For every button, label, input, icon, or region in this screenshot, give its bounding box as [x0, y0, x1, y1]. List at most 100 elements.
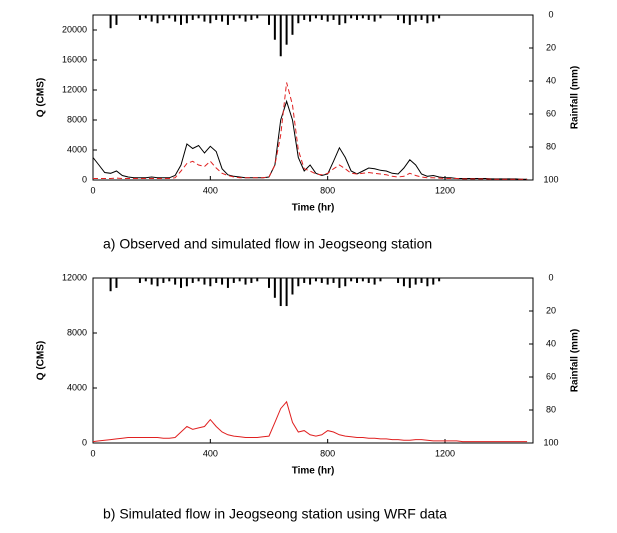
- rain-bar: [361, 278, 364, 282]
- rain-bar: [367, 15, 370, 20]
- rain-bar: [250, 15, 253, 20]
- rain-bar: [250, 278, 253, 283]
- rain-bar: [338, 278, 341, 288]
- flow-line: [93, 82, 528, 180]
- rain-bar: [314, 15, 317, 19]
- rain-bar: [150, 15, 153, 22]
- rain-bar: [191, 278, 194, 283]
- rain-bar: [180, 278, 182, 288]
- rain-bar: [350, 278, 353, 282]
- rain-bar: [268, 278, 270, 288]
- y2-tick-label: 20: [546, 42, 556, 52]
- rain-bar: [344, 278, 347, 287]
- rain-bar: [432, 15, 435, 22]
- rain-bar: [273, 15, 276, 40]
- rain-bar: [273, 278, 276, 298]
- rain-bar: [285, 278, 288, 307]
- x-tick-label: 400: [203, 185, 218, 195]
- rain-bar: [438, 278, 441, 282]
- rain-bar: [226, 15, 229, 25]
- y-tick-label: 8000: [67, 114, 87, 124]
- rain-bar: [268, 15, 270, 25]
- rain-bar: [408, 278, 411, 288]
- y-tick-label: 4000: [67, 382, 87, 392]
- x-tick-label: 1200: [435, 448, 455, 458]
- rain-bar: [432, 278, 435, 285]
- rain-bar: [162, 15, 165, 20]
- rain-bar: [426, 15, 429, 24]
- rain-bar: [356, 15, 358, 20]
- rain-bar: [338, 15, 341, 25]
- rain-bar: [221, 278, 224, 285]
- rain-bar: [203, 278, 206, 285]
- rain-bar: [350, 15, 353, 19]
- rain-bar: [144, 15, 147, 19]
- rain-bar: [344, 15, 347, 24]
- y-tick-label: 12000: [62, 84, 87, 94]
- rain-bar: [326, 278, 329, 285]
- rain-bar: [320, 278, 323, 283]
- rain-bar: [221, 15, 224, 22]
- rain-bar: [356, 278, 358, 283]
- rain-bar: [174, 15, 177, 22]
- y-axis-label: Q (CMS): [36, 78, 47, 117]
- rain-bar: [420, 15, 423, 20]
- rain-bar: [197, 278, 200, 282]
- rain-bar: [209, 15, 212, 24]
- y-tick-label: 20000: [62, 24, 87, 34]
- x-axis-label: Time (hr): [292, 466, 335, 477]
- rain-bar: [168, 278, 171, 282]
- x-axis-label: Time (hr): [292, 203, 335, 214]
- y2-tick-label: 60: [546, 108, 556, 118]
- rain-bar: [414, 15, 417, 22]
- rain-bar: [162, 278, 165, 283]
- y2-tick-label: 0: [548, 9, 553, 19]
- rain-bar: [138, 15, 141, 20]
- rain-bar: [115, 278, 118, 288]
- rain-bar: [256, 15, 259, 19]
- rain-bar: [373, 15, 376, 22]
- rain-bar: [185, 278, 188, 287]
- rain-bar: [174, 278, 177, 285]
- y-tick-label: 16000: [62, 54, 87, 64]
- rain-bar: [185, 15, 188, 24]
- rain-bar: [226, 278, 229, 288]
- rain-bar: [215, 278, 218, 283]
- rain-bar: [408, 15, 411, 25]
- rain-bar: [156, 15, 159, 24]
- rain-bar: [256, 278, 259, 282]
- rain-bar: [379, 278, 382, 282]
- rain-bar: [138, 278, 141, 283]
- y-tick-label: 4000: [67, 144, 87, 154]
- plot-frame: [92, 14, 534, 181]
- x-tick-label: 400: [203, 448, 218, 458]
- rain-bar: [203, 15, 206, 22]
- y-tick-label: 12000: [62, 272, 87, 282]
- rain-bar: [402, 15, 405, 24]
- rain-bar: [209, 278, 212, 287]
- rain-bar: [309, 278, 312, 285]
- flow-line: [92, 400, 528, 443]
- rain-bar: [397, 278, 400, 283]
- y2-tick-label: 40: [546, 338, 556, 348]
- rain-bar: [373, 278, 376, 285]
- y2-axis-label: Rainfall (mm): [570, 66, 581, 129]
- rain-bar: [156, 278, 159, 287]
- plot-frame: [92, 277, 534, 444]
- rain-bar: [197, 15, 200, 19]
- rain-bar: [379, 15, 382, 19]
- rain-bar: [180, 15, 182, 25]
- rain-bar: [326, 15, 329, 22]
- rain-bar: [397, 15, 400, 20]
- rain-bar: [144, 278, 147, 282]
- y-tick-label: 8000: [67, 327, 87, 337]
- rain-bar: [244, 278, 247, 285]
- rain-bar: [238, 15, 241, 19]
- x-tick-label: 0: [90, 185, 95, 195]
- y2-tick-label: 60: [546, 371, 556, 381]
- rain-bar: [314, 278, 317, 282]
- caption: b) Simulated flow in Jeogseong station u…: [103, 506, 447, 522]
- rain-bar: [320, 15, 323, 20]
- rain-bar: [367, 278, 370, 283]
